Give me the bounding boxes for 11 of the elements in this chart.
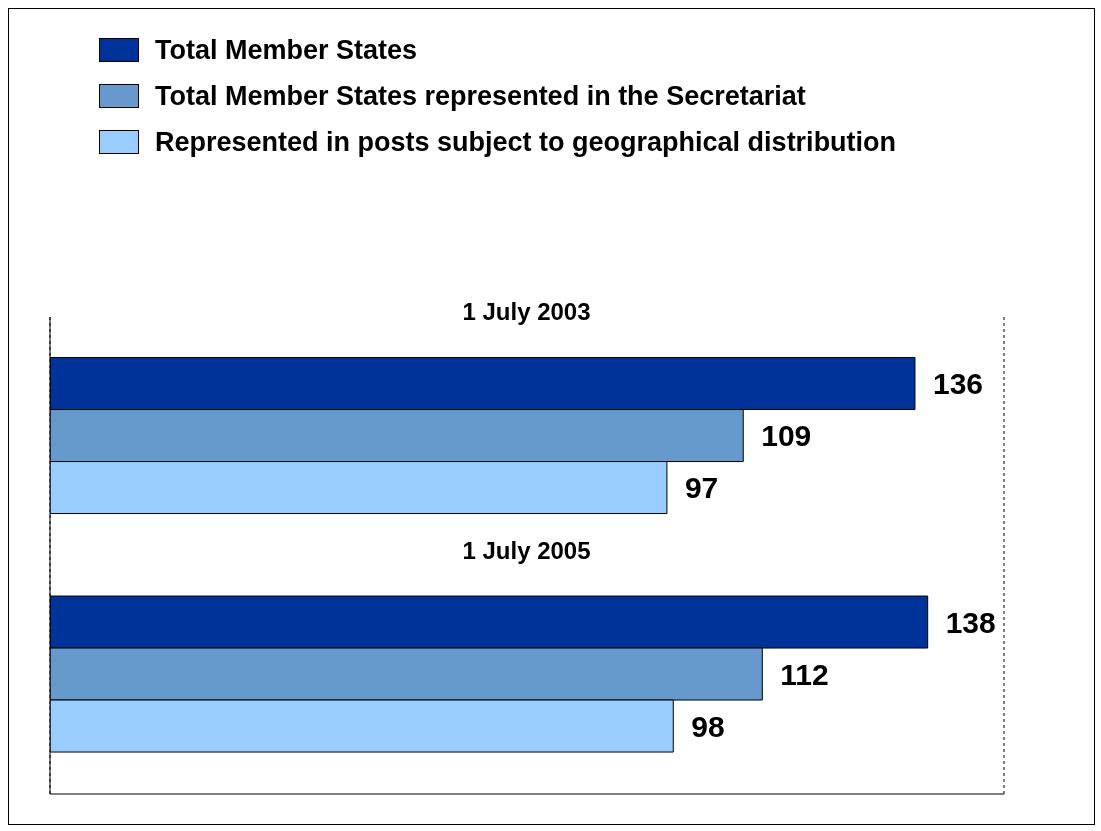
data-label: 138 [945,605,996,639]
data-label: 112 [780,657,829,691]
y-tick-label: 1 July 2003 [462,298,591,325]
legend-label: Total Member States represented in the Secretariat [155,80,806,113]
legend-label: Represented in posts subject to geographical distribution [155,126,897,159]
data-label: 98 [691,709,725,743]
data-label: 97 [684,471,719,505]
data-label: 136 [932,367,984,401]
y-tick-label: 1 July 2005 [462,536,591,564]
data-label: 109 [761,419,812,453]
legend-label: Total Member States [155,34,418,67]
